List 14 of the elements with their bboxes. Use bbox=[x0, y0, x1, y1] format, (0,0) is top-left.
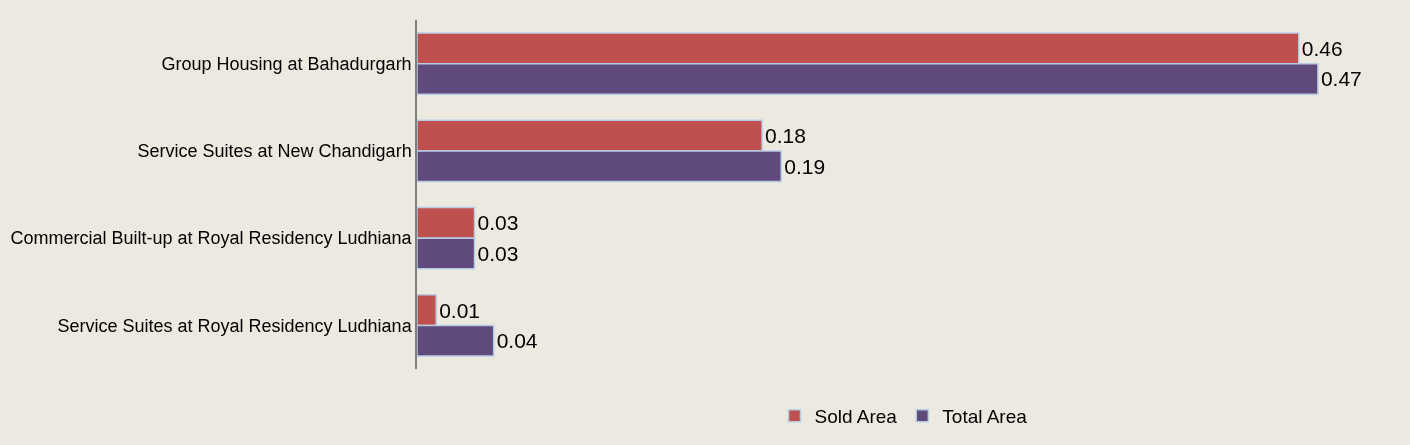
data-label: 0.46 bbox=[1301, 36, 1343, 60]
y-tick-label: Commercial Built-up at Royal Residency Ludhiana bbox=[10, 228, 413, 249]
data-label: 0.18 bbox=[765, 124, 806, 148]
data-label: 0.19 bbox=[784, 154, 826, 178]
y-tick-label: Service Suites at New Chandigarh bbox=[137, 141, 412, 162]
y-tick-label: Group Housing at Bahadurgarh bbox=[161, 53, 412, 74]
data-label: 0.04 bbox=[496, 329, 538, 353]
data-label: 0.03 bbox=[477, 211, 519, 235]
data-label: 0.47 bbox=[1320, 67, 1362, 91]
y-tick-label: Service Suites at Royal Residency Ludhiana bbox=[57, 315, 413, 336]
data-label: 0.03 bbox=[477, 241, 519, 265]
data-label: 0.01 bbox=[439, 298, 481, 322]
legend-label: Total Area bbox=[942, 406, 1028, 428]
legend-label: Sold Area bbox=[814, 406, 898, 428]
